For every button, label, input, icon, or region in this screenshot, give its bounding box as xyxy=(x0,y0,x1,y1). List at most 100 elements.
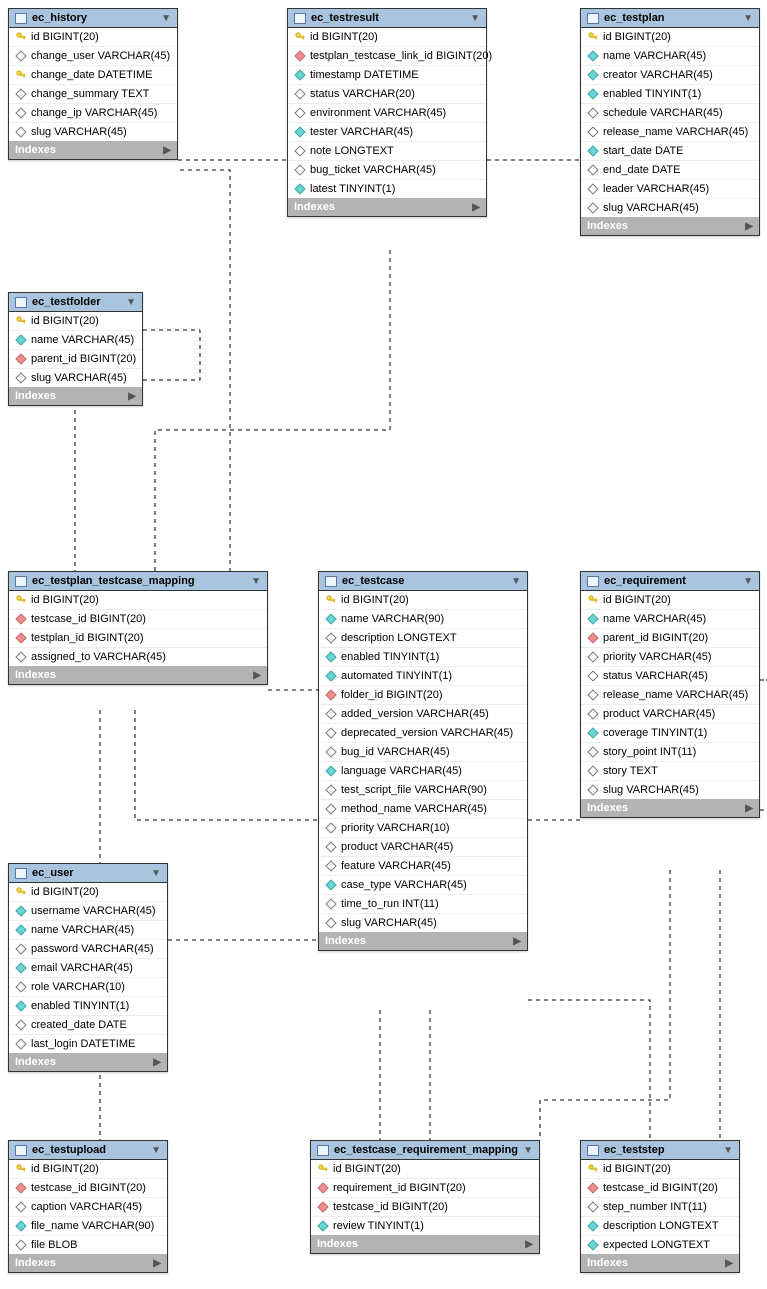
column-row[interactable]: description LONGTEXT xyxy=(319,629,527,648)
column-row[interactable]: slug VARCHAR(45) xyxy=(9,123,177,141)
column-row[interactable]: enabled TINYINT(1) xyxy=(9,997,167,1016)
indexes-chevron-icon[interactable]: ▶ xyxy=(525,1239,533,1250)
table-ec_history[interactable]: ec_history▼id BIGINT(20)change_user VARC… xyxy=(8,8,178,160)
column-row[interactable]: id BIGINT(20) xyxy=(9,28,177,47)
indexes-section[interactable]: Indexes▶ xyxy=(9,387,142,405)
column-row[interactable]: review TINYINT(1) xyxy=(311,1217,539,1235)
column-row[interactable]: id BIGINT(20) xyxy=(288,28,486,47)
indexes-section[interactable]: Indexes▶ xyxy=(581,1254,739,1272)
indexes-section[interactable]: Indexes▶ xyxy=(9,1053,167,1071)
column-row[interactable]: method_name VARCHAR(45) xyxy=(319,800,527,819)
column-row[interactable]: test_script_file VARCHAR(90) xyxy=(319,781,527,800)
column-row[interactable]: description LONGTEXT xyxy=(581,1217,739,1236)
column-row[interactable]: testcase_id BIGINT(20) xyxy=(9,610,267,629)
column-row[interactable]: requirement_id BIGINT(20) xyxy=(311,1179,539,1198)
column-row[interactable]: step_number INT(11) xyxy=(581,1198,739,1217)
table-ec_testresult[interactable]: ec_testresult▼id BIGINT(20)testplan_test… xyxy=(287,8,487,217)
column-row[interactable]: caption VARCHAR(45) xyxy=(9,1198,167,1217)
collapse-chevron-icon[interactable]: ▼ xyxy=(151,1145,161,1156)
column-row[interactable]: added_version VARCHAR(45) xyxy=(319,705,527,724)
indexes-section[interactable]: Indexes▶ xyxy=(9,666,267,684)
column-row[interactable]: status VARCHAR(20) xyxy=(288,85,486,104)
column-row[interactable]: name VARCHAR(45) xyxy=(581,610,759,629)
column-row[interactable]: tester VARCHAR(45) xyxy=(288,123,486,142)
column-row[interactable]: leader VARCHAR(45) xyxy=(581,180,759,199)
indexes-section[interactable]: Indexes▶ xyxy=(288,198,486,216)
indexes-chevron-icon[interactable]: ▶ xyxy=(725,1258,733,1269)
column-row[interactable]: release_name VARCHAR(45) xyxy=(581,123,759,142)
column-row[interactable]: change_ip VARCHAR(45) xyxy=(9,104,177,123)
column-row[interactable]: id BIGINT(20) xyxy=(319,591,527,610)
column-row[interactable]: testplan_id BIGINT(20) xyxy=(9,629,267,648)
indexes-section[interactable]: Indexes▶ xyxy=(319,932,527,950)
column-row[interactable]: parent_id BIGINT(20) xyxy=(581,629,759,648)
column-row[interactable]: testcase_id BIGINT(20) xyxy=(311,1198,539,1217)
column-row[interactable]: environment VARCHAR(45) xyxy=(288,104,486,123)
table-header[interactable]: ec_testfolder▼ xyxy=(9,293,142,312)
column-row[interactable]: id BIGINT(20) xyxy=(9,312,142,331)
collapse-chevron-icon[interactable]: ▼ xyxy=(470,13,480,24)
table-ec_teststep[interactable]: ec_teststep▼id BIGINT(20)testcase_id BIG… xyxy=(580,1140,740,1273)
column-row[interactable]: enabled TINYINT(1) xyxy=(319,648,527,667)
table-header[interactable]: ec_teststep▼ xyxy=(581,1141,739,1160)
collapse-chevron-icon[interactable]: ▼ xyxy=(511,576,521,587)
table-ec_testcase[interactable]: ec_testcase▼id BIGINT(20)name VARCHAR(90… xyxy=(318,571,528,951)
indexes-section[interactable]: Indexes▶ xyxy=(311,1235,539,1253)
column-row[interactable]: id BIGINT(20) xyxy=(9,591,267,610)
table-header[interactable]: ec_testupload▼ xyxy=(9,1141,167,1160)
column-row[interactable]: id BIGINT(20) xyxy=(581,591,759,610)
column-row[interactable]: assigned_to VARCHAR(45) xyxy=(9,648,267,666)
indexes-section[interactable]: Indexes▶ xyxy=(581,217,759,235)
column-row[interactable]: id BIGINT(20) xyxy=(311,1160,539,1179)
table-header[interactable]: ec_testcase▼ xyxy=(319,572,527,591)
column-row[interactable]: timestamp DATETIME xyxy=(288,66,486,85)
collapse-chevron-icon[interactable]: ▼ xyxy=(251,576,261,587)
collapse-chevron-icon[interactable]: ▼ xyxy=(126,297,136,308)
table-header[interactable]: ec_requirement▼ xyxy=(581,572,759,591)
table-header[interactable]: ec_testplan▼ xyxy=(581,9,759,28)
column-row[interactable]: status VARCHAR(45) xyxy=(581,667,759,686)
column-row[interactable]: id BIGINT(20) xyxy=(581,28,759,47)
column-row[interactable]: bug_id VARCHAR(45) xyxy=(319,743,527,762)
column-row[interactable]: created_date DATE xyxy=(9,1016,167,1035)
column-row[interactable]: slug VARCHAR(45) xyxy=(581,781,759,799)
column-row[interactable]: role VARCHAR(10) xyxy=(9,978,167,997)
column-row[interactable]: testcase_id BIGINT(20) xyxy=(9,1179,167,1198)
column-row[interactable]: slug VARCHAR(45) xyxy=(581,199,759,217)
table-header[interactable]: ec_user▼ xyxy=(9,864,167,883)
table-ec_testplan[interactable]: ec_testplan▼id BIGINT(20)name VARCHAR(45… xyxy=(580,8,760,236)
column-row[interactable]: expected LONGTEXT xyxy=(581,1236,739,1254)
indexes-chevron-icon[interactable]: ▶ xyxy=(745,803,753,814)
column-row[interactable]: change_summary TEXT xyxy=(9,85,177,104)
column-row[interactable]: file BLOB xyxy=(9,1236,167,1254)
table-ec_requirement[interactable]: ec_requirement▼id BIGINT(20)name VARCHAR… xyxy=(580,571,760,818)
table-header[interactable]: ec_history▼ xyxy=(9,9,177,28)
collapse-chevron-icon[interactable]: ▼ xyxy=(743,13,753,24)
column-row[interactable]: username VARCHAR(45) xyxy=(9,902,167,921)
column-row[interactable]: schedule VARCHAR(45) xyxy=(581,104,759,123)
column-row[interactable]: slug VARCHAR(45) xyxy=(319,914,527,932)
column-row[interactable]: password VARCHAR(45) xyxy=(9,940,167,959)
column-row[interactable]: creator VARCHAR(45) xyxy=(581,66,759,85)
indexes-chevron-icon[interactable]: ▶ xyxy=(153,1057,161,1068)
table-header[interactable]: ec_testresult▼ xyxy=(288,9,486,28)
column-row[interactable]: testplan_testcase_link_id BIGINT(20) xyxy=(288,47,486,66)
column-row[interactable]: coverage TINYINT(1) xyxy=(581,724,759,743)
column-row[interactable]: name VARCHAR(90) xyxy=(319,610,527,629)
collapse-chevron-icon[interactable]: ▼ xyxy=(743,576,753,587)
column-row[interactable]: product VARCHAR(45) xyxy=(581,705,759,724)
column-row[interactable]: release_name VARCHAR(45) xyxy=(581,686,759,705)
indexes-chevron-icon[interactable]: ▶ xyxy=(253,670,261,681)
column-row[interactable]: end_date DATE xyxy=(581,161,759,180)
column-row[interactable]: language VARCHAR(45) xyxy=(319,762,527,781)
indexes-chevron-icon[interactable]: ▶ xyxy=(153,1258,161,1269)
column-row[interactable]: folder_id BIGINT(20) xyxy=(319,686,527,705)
indexes-section[interactable]: Indexes▶ xyxy=(9,141,177,159)
table-ec_testcase_requirement_mapping[interactable]: ec_testcase_requirement_mapping▼id BIGIN… xyxy=(310,1140,540,1254)
indexes-chevron-icon[interactable]: ▶ xyxy=(472,202,480,213)
indexes-section[interactable]: Indexes▶ xyxy=(9,1254,167,1272)
collapse-chevron-icon[interactable]: ▼ xyxy=(523,1145,533,1156)
column-row[interactable]: name VARCHAR(45) xyxy=(581,47,759,66)
column-row[interactable]: id BIGINT(20) xyxy=(581,1160,739,1179)
collapse-chevron-icon[interactable]: ▼ xyxy=(161,13,171,24)
